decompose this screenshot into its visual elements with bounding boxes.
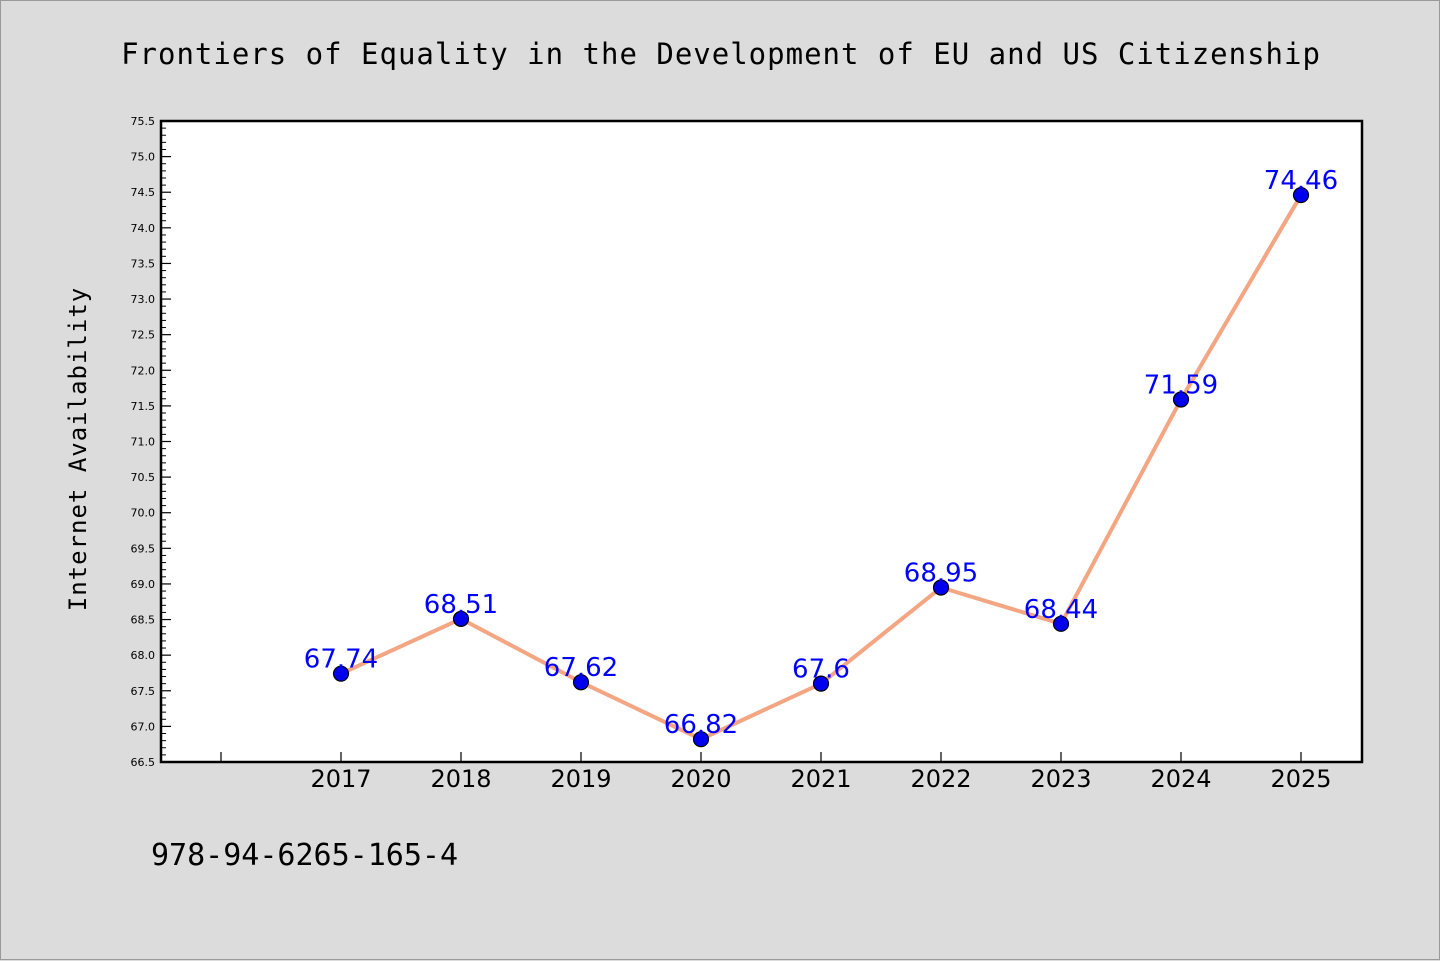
y-axis-label: Internet Availability bbox=[64, 287, 92, 611]
data-label: 71.59 bbox=[1144, 370, 1218, 400]
x-tick-label: 2025 bbox=[1270, 765, 1331, 793]
y-tick-label: 69.5 bbox=[131, 542, 156, 555]
data-point bbox=[332, 665, 350, 682]
series-markers bbox=[332, 186, 1310, 748]
x-tick-label: 2017 bbox=[310, 765, 371, 793]
y-tick-label: 67.5 bbox=[131, 685, 156, 698]
y-tick-label: 73.0 bbox=[131, 293, 156, 306]
data-label: 68.95 bbox=[904, 559, 978, 589]
data-point bbox=[452, 610, 470, 627]
data-labels: 67.74 68.51 67.62 66.82 67.6 68.95 68.44 71.59 7… bbox=[304, 166, 1338, 740]
y-tick-label: 74.0 bbox=[131, 222, 156, 235]
y-tick-label: 75.5 bbox=[131, 115, 156, 128]
x-tick-label: 2021 bbox=[790, 765, 851, 793]
x-tick-label: 2018 bbox=[430, 765, 491, 793]
y-tick-label: 71.0 bbox=[131, 436, 156, 449]
y-tick-label: 69.0 bbox=[131, 578, 156, 591]
data-label: 74.46 bbox=[1264, 166, 1338, 196]
data-point bbox=[932, 579, 950, 596]
chart-title: Frontiers of Equality in the Development… bbox=[121, 37, 1321, 71]
y-tick-label: 75.0 bbox=[131, 151, 156, 164]
data-point bbox=[1052, 615, 1070, 632]
data-point bbox=[812, 675, 830, 692]
data-label: 66.82 bbox=[664, 710, 738, 740]
y-tick-label: 71.5 bbox=[131, 400, 156, 413]
data-point bbox=[1172, 391, 1190, 408]
x-tick-label: 2022 bbox=[910, 765, 971, 793]
y-tick-label: 72.5 bbox=[131, 329, 156, 342]
x-tick-label: 2024 bbox=[1150, 765, 1211, 793]
plot-area bbox=[159, 119, 1364, 764]
x-tick-label: 2020 bbox=[670, 765, 731, 793]
data-point bbox=[1292, 186, 1310, 204]
y-tick-label: 70.0 bbox=[131, 507, 156, 520]
data-label: 67.74 bbox=[304, 645, 378, 675]
y-tick-label: 70.5 bbox=[131, 471, 156, 484]
y-tick-label: 73.5 bbox=[131, 257, 156, 270]
data-label: 68.44 bbox=[1024, 595, 1098, 625]
y-tick-label: 72.0 bbox=[131, 364, 156, 377]
y-tick-label: 68.0 bbox=[131, 649, 156, 662]
data-label: 68.51 bbox=[424, 590, 498, 620]
data-point bbox=[572, 674, 590, 691]
x-tick-label: 2023 bbox=[1030, 765, 1091, 793]
x-axis: 2017 2018 2019 2020 2021 2022 2023 2024 2025 bbox=[220, 752, 1332, 793]
data-label: 67.62 bbox=[544, 653, 618, 683]
isbn-text: 978-94-6265-165-4 bbox=[151, 838, 458, 873]
y-tick-label: 74.5 bbox=[131, 186, 156, 199]
y-axis: 66.5 67.0 67.5 68.0 68.5 69.0 69.5 70.0 70.5 71.0… bbox=[131, 115, 171, 769]
y-tick-label: 68.5 bbox=[131, 614, 156, 627]
x-tick-label: 2019 bbox=[550, 765, 611, 793]
y-tick-label: 66.5 bbox=[131, 756, 156, 769]
data-point bbox=[692, 731, 710, 748]
y-tick-label: 67.0 bbox=[131, 720, 156, 733]
data-label: 67.6 bbox=[792, 655, 850, 685]
